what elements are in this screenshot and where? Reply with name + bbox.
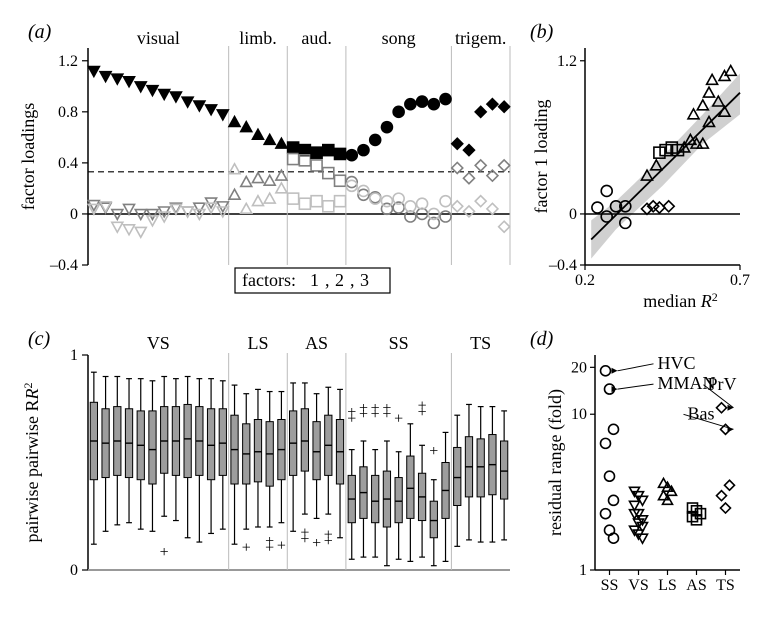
- figure-svg: (a) –0.4 0 0.4 0.8 1.2 visual limb. aud. song trig…: [10, 10, 755, 611]
- svg-text:2: 2: [335, 270, 344, 290]
- svg-text:limb.: limb.: [239, 28, 277, 48]
- panel-d: (d) 1 10 20 SS VS LS AS TS residual range (fold) H…: [530, 328, 740, 594]
- svg-text:0.7: 0.7: [730, 272, 750, 289]
- svg-text:+: +: [382, 400, 391, 417]
- svg-text:+: +: [371, 400, 380, 417]
- panel-c: (c)01VSLSASSSTSpairwise pairwise RR2++++…: [21, 328, 510, 579]
- svg-text:+: +: [312, 535, 321, 552]
- svg-text:pairwise pairwise RR2: pairwise pairwise RR2: [21, 383, 42, 543]
- panel-b: (b) –0.4 0 1.2 0.2 0.7 factor 1 loading median …: [530, 21, 750, 311]
- svg-text:factors:: factors:: [242, 270, 296, 290]
- svg-text:1.2: 1.2: [58, 53, 78, 70]
- svg-text:0.8: 0.8: [58, 104, 78, 121]
- svg-text:0.4: 0.4: [58, 155, 78, 172]
- svg-text:+: +: [347, 404, 356, 421]
- svg-text:LS: LS: [658, 577, 677, 594]
- svg-text:AS: AS: [686, 577, 706, 594]
- svg-text:+: +: [394, 411, 403, 428]
- svg-text:,: ,: [325, 270, 330, 290]
- svg-text:0: 0: [569, 206, 577, 223]
- svg-text:SS: SS: [389, 333, 409, 353]
- svg-text:median R2: median R2: [643, 290, 717, 311]
- svg-text:VS: VS: [147, 333, 170, 353]
- svg-text:SS: SS: [601, 577, 619, 594]
- svg-text:(b): (b): [530, 21, 554, 43]
- svg-text:+: +: [265, 533, 274, 550]
- svg-text:(a): (a): [28, 21, 52, 43]
- svg-text:+: +: [418, 398, 427, 415]
- svg-text:residual range (fold): residual range (fold): [545, 389, 566, 536]
- legend-factors: factors:1,2,3: [235, 268, 390, 293]
- svg-text:20: 20: [571, 359, 587, 376]
- svg-text:–0.4: –0.4: [49, 257, 78, 274]
- svg-text:Bas: Bas: [688, 403, 715, 423]
- svg-text:TS: TS: [716, 577, 735, 594]
- svg-text:+: +: [242, 540, 251, 557]
- svg-text:+: +: [429, 443, 438, 460]
- svg-text:1: 1: [70, 347, 78, 364]
- svg-text:factor 1 loading: factor 1 loading: [531, 100, 551, 214]
- svg-text:song: song: [382, 28, 416, 48]
- svg-text:0: 0: [70, 206, 78, 223]
- svg-text:+: +: [300, 524, 309, 541]
- svg-text:1: 1: [579, 562, 587, 579]
- svg-text:+: +: [324, 527, 333, 544]
- svg-text:0: 0: [70, 562, 78, 579]
- svg-text:1: 1: [310, 270, 319, 290]
- svg-text:(d): (d): [530, 328, 554, 350]
- panel-a: (a) –0.4 0 0.4 0.8 1.2 visual limb. aud. song trig…: [18, 21, 510, 293]
- svg-text:LS: LS: [247, 333, 268, 353]
- svg-text:+: +: [160, 544, 169, 561]
- svg-text:1.2: 1.2: [557, 53, 577, 70]
- svg-text:visual: visual: [137, 28, 180, 48]
- svg-text:TS: TS: [470, 333, 491, 353]
- svg-text:factor loadings: factor loadings: [18, 103, 38, 210]
- svg-text:+: +: [359, 400, 368, 417]
- svg-text:0.2: 0.2: [575, 272, 595, 289]
- svg-text:VS: VS: [628, 577, 648, 594]
- svg-text:aud.: aud.: [301, 28, 332, 48]
- svg-text:–0.4: –0.4: [548, 257, 577, 274]
- svg-text:(c): (c): [28, 328, 51, 350]
- svg-text:+: +: [277, 537, 286, 554]
- svg-text:HVC: HVC: [658, 353, 696, 373]
- svg-text:trigem.: trigem.: [455, 28, 507, 48]
- svg-text:,: ,: [350, 270, 355, 290]
- svg-text:10: 10: [571, 406, 587, 423]
- svg-text:3: 3: [360, 270, 369, 290]
- svg-text:AS: AS: [305, 333, 328, 353]
- figure-root: { "labels": { "a": "(a)", "b": "(b)", "c…: [10, 10, 755, 611]
